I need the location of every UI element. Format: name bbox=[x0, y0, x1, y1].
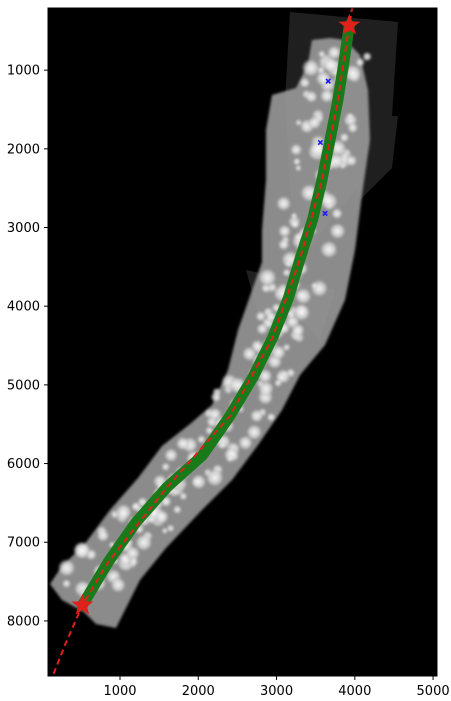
specimen-blob bbox=[73, 542, 91, 559]
y-tick-label: 6000 bbox=[7, 457, 40, 472]
specimen-blob bbox=[305, 90, 318, 103]
specimen-blob bbox=[302, 59, 320, 77]
specimen-blob bbox=[179, 492, 188, 501]
specimen-blob bbox=[293, 303, 310, 321]
specimen-blob bbox=[290, 212, 298, 220]
specimen-blob bbox=[347, 122, 358, 133]
specimen-blob bbox=[62, 579, 71, 588]
specimen-blob bbox=[110, 577, 126, 593]
specimen-blob bbox=[362, 52, 372, 61]
x-marker bbox=[325, 78, 331, 84]
specimen-blob bbox=[125, 546, 140, 561]
specimen-blob bbox=[282, 268, 291, 277]
specimen-blob bbox=[226, 455, 234, 463]
specimen-blob bbox=[255, 311, 266, 322]
y-axis: 1000 2000 3000 4000 5000 6000 7000 8000 bbox=[7, 64, 48, 629]
specimen-blob bbox=[278, 239, 290, 251]
specimen-blob bbox=[276, 196, 292, 211]
specimen-blob bbox=[295, 165, 302, 171]
specimen-blob bbox=[311, 282, 319, 290]
specimen-blob bbox=[331, 208, 343, 220]
specimen-blob bbox=[327, 45, 342, 60]
series-layer bbox=[51, 8, 361, 676]
specimen-blob bbox=[318, 50, 326, 58]
x-tick-label: 5000 bbox=[417, 684, 450, 699]
specimen-blob bbox=[164, 448, 178, 463]
specimen-blob bbox=[129, 556, 139, 566]
fit-line-series bbox=[51, 8, 354, 676]
specimen-blob bbox=[258, 268, 277, 287]
x-tick-label: 2000 bbox=[182, 684, 215, 699]
x-marker bbox=[317, 139, 324, 146]
specimen-blob bbox=[197, 435, 206, 444]
specimen-blob bbox=[246, 424, 262, 441]
specimen-blob bbox=[173, 505, 182, 514]
specimen-blob bbox=[205, 426, 214, 435]
specimen-blob bbox=[295, 287, 312, 305]
specimen-blob bbox=[166, 524, 175, 532]
x-marker-stroke bbox=[317, 139, 324, 146]
specimen-blob bbox=[346, 112, 354, 120]
specimen-blob bbox=[206, 468, 224, 487]
specimen-blob bbox=[96, 529, 110, 542]
specimen-blob bbox=[307, 116, 321, 130]
specimen-blob bbox=[299, 77, 310, 88]
specimen-blob bbox=[161, 462, 170, 471]
y-tick-label: 3000 bbox=[7, 221, 40, 236]
specimen-blob bbox=[251, 339, 264, 352]
specimen-blob bbox=[58, 559, 76, 577]
specimen-blob bbox=[291, 323, 305, 337]
specimen-blob bbox=[274, 379, 282, 387]
x-axis: 1000 2000 3000 4000 5000 bbox=[103, 676, 450, 699]
specimen-blob bbox=[161, 527, 168, 534]
specimen-blob bbox=[283, 343, 291, 351]
y-tick-label: 7000 bbox=[7, 536, 40, 551]
specimen-blob bbox=[320, 192, 338, 211]
y-tick-label: 8000 bbox=[7, 614, 40, 629]
x-tick-label: 3000 bbox=[260, 684, 293, 699]
specimen-blob bbox=[290, 219, 300, 229]
specimen-blob bbox=[211, 392, 221, 403]
specimen-blob bbox=[256, 323, 268, 335]
specimen-blob bbox=[320, 89, 334, 103]
specimen-blob bbox=[317, 66, 325, 74]
specimen-blob bbox=[218, 441, 226, 449]
specimen-blob bbox=[293, 157, 301, 166]
specimen-blob bbox=[266, 412, 276, 422]
specimen-blob bbox=[320, 240, 338, 259]
specimen-blob bbox=[290, 143, 303, 156]
specimen-blob bbox=[258, 380, 274, 397]
specimen-blob bbox=[176, 436, 190, 451]
specimen-blob bbox=[135, 534, 153, 551]
specimen-blob bbox=[339, 132, 349, 143]
x-marker bbox=[322, 210, 328, 217]
specimen-blob bbox=[115, 503, 132, 521]
endpoint-star-marker bbox=[71, 593, 94, 615]
y-tick-label: 4000 bbox=[7, 300, 40, 315]
specimen-blob bbox=[147, 515, 156, 524]
specimen-blob bbox=[250, 409, 264, 423]
specimen-blob bbox=[238, 435, 253, 450]
y-tick-label: 2000 bbox=[7, 142, 40, 157]
specimen-blob bbox=[345, 155, 357, 167]
endpoint-star-marker bbox=[338, 13, 361, 35]
specimen-blob bbox=[155, 509, 169, 524]
x-tick-label: 1000 bbox=[103, 684, 136, 699]
specimen-blob bbox=[191, 474, 207, 490]
axes-frame bbox=[47, 7, 438, 677]
y-tick-label: 1000 bbox=[7, 64, 40, 79]
specimen-blob bbox=[329, 223, 346, 240]
specimen-blob bbox=[281, 370, 288, 378]
specimen-blob bbox=[323, 57, 339, 73]
x-tick-label: 4000 bbox=[338, 684, 371, 699]
specimen-blob bbox=[355, 57, 365, 67]
y-tick-label: 5000 bbox=[7, 378, 40, 393]
x-marker-stroke bbox=[322, 210, 328, 217]
specimen-blob bbox=[278, 224, 291, 238]
specimen-blob bbox=[295, 119, 302, 126]
specimen-blob bbox=[294, 232, 303, 242]
x-marker-stroke bbox=[325, 78, 331, 84]
specimen-blob bbox=[284, 260, 292, 268]
